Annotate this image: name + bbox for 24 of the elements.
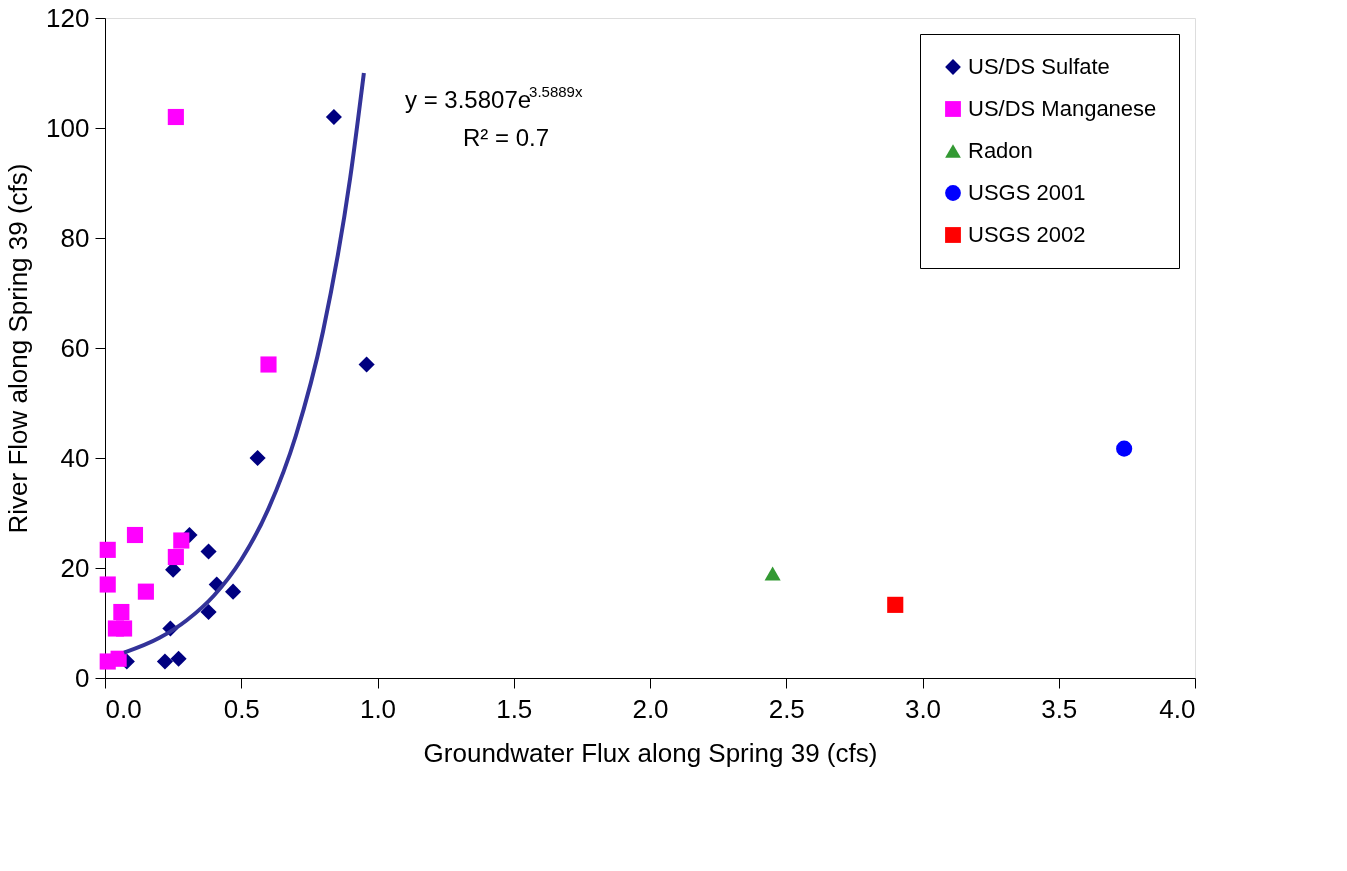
x-tick-label: 2.5 [768,693,805,724]
x-tick-label: 1.0 [359,693,397,724]
legend-label: USGS 2002 [968,222,1086,247]
y-tick-label: 60 [60,332,90,363]
x-tick-label: 3.5 [1041,693,1078,724]
x-tick-label: 2.0 [632,693,669,724]
x-tick-label: 1.5 [496,693,533,724]
legend-label: USGS 2001 [968,180,1086,205]
y-tick-label: 120 [46,2,90,33]
legend-label: Radon [968,138,1033,163]
x-tick-label: 0.0 [105,693,142,724]
legend-label: US/DS Sulfate [968,54,1110,79]
x-tick-label: 0.5 [223,693,260,724]
y-tick-label: 80 [60,222,90,253]
y-axis-title: River Flow along Spring 39 (cfs) [3,163,34,534]
legend-label: US/DS Manganese [968,96,1157,121]
y-tick-label: 20 [60,552,90,583]
y-tick-label: 100 [46,112,90,143]
y-tick-label: 0 [75,662,90,693]
x-tick-label: 3.0 [904,693,942,724]
x-axis-title: Groundwater Flux along Spring 39 (cfs) [423,737,878,768]
x-tick-label: 4.0 [1159,693,1196,724]
y-tick-label: 40 [60,442,90,473]
annotation: R² = 0.7 [463,124,550,151]
